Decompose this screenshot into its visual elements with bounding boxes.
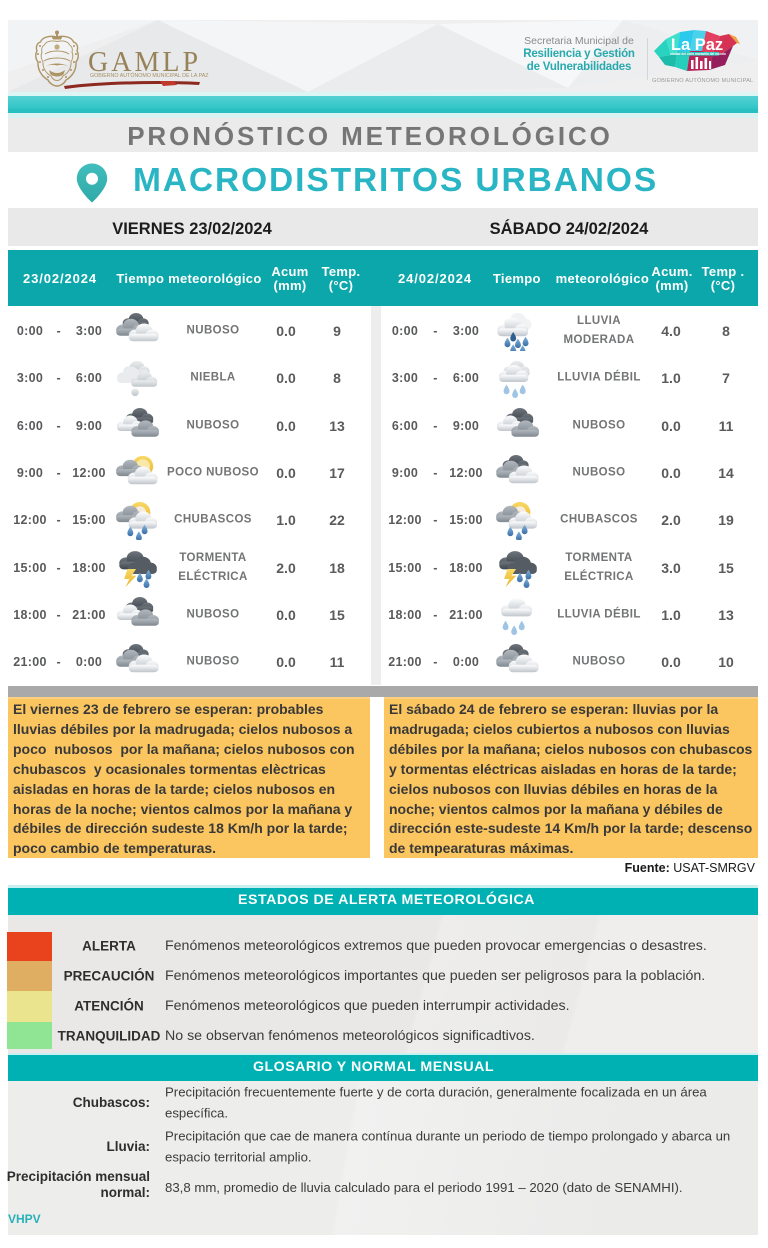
- svg-text:La Paz: La Paz: [671, 36, 723, 54]
- svg-text:ciudad del cielo maravilla del: ciudad del cielo maravilla del mundo: [670, 52, 726, 56]
